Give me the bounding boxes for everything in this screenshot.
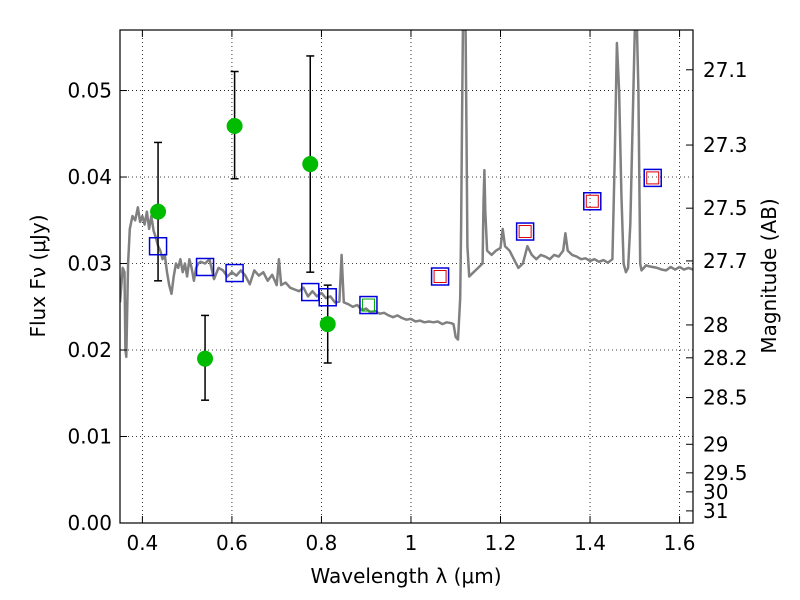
model-box bbox=[148, 236, 168, 256]
model-box bbox=[643, 168, 662, 188]
plot-background bbox=[120, 30, 693, 523]
y-axis-ticks: 0.00 0.01 0.02 0.03 0.04 0.05 bbox=[67, 79, 127, 535]
plot-frame bbox=[119, 29, 694, 524]
x-tick-label: 0.8 bbox=[306, 531, 338, 555]
x-tick-label: 0.4 bbox=[126, 531, 158, 555]
model-boxes bbox=[148, 168, 662, 315]
observed-point bbox=[197, 350, 214, 367]
y-tick-label: 0.05 bbox=[67, 79, 112, 103]
magnitude-tick-label: 27.1 bbox=[703, 58, 748, 82]
y-tick-label: 0.03 bbox=[67, 252, 112, 276]
model-box bbox=[430, 267, 450, 286]
model-inner-box bbox=[585, 194, 599, 208]
observed-points bbox=[150, 118, 336, 367]
model-inner-box bbox=[646, 171, 660, 185]
observed-point bbox=[302, 156, 319, 173]
x-tick-label: 1.4 bbox=[574, 531, 606, 555]
model-spectrum bbox=[120, 30, 693, 359]
observed-point bbox=[150, 203, 167, 220]
model-box bbox=[318, 288, 337, 307]
magnitude-tick-label: 28 bbox=[703, 313, 728, 337]
observed-point bbox=[226, 118, 243, 135]
x-axis-ticks: 0.4 0.6 0.8 1 1.2 1.4 1.6 bbox=[126, 30, 695, 555]
y-tick-label: 0.02 bbox=[67, 338, 112, 362]
magnitude-tick-label: 28.2 bbox=[703, 346, 748, 370]
magnitude-tick-label: 27.7 bbox=[703, 249, 748, 273]
x-axis-label: Wavelength λ (μm) bbox=[310, 564, 501, 588]
magnitude-tick-label: 29 bbox=[703, 432, 728, 456]
model-box bbox=[225, 263, 244, 283]
magnitude-tick-label: 29.5 bbox=[703, 461, 748, 485]
model-inner-box bbox=[361, 298, 375, 312]
model-inner-box bbox=[518, 225, 532, 239]
model-box bbox=[195, 257, 215, 277]
x-tick-label: 0.6 bbox=[216, 531, 248, 555]
y-tick-label: 0.04 bbox=[67, 165, 112, 189]
x-tick-label: 1.6 bbox=[664, 531, 696, 555]
model-inner-box bbox=[433, 270, 447, 283]
model-box bbox=[359, 295, 378, 315]
model-box bbox=[583, 192, 602, 211]
magnitude-tick-label: 27.3 bbox=[703, 133, 748, 157]
magnitude-tick-label: 31 bbox=[703, 499, 728, 523]
y-tick-label: 0.01 bbox=[67, 425, 112, 449]
x-tick-label: 1 bbox=[405, 531, 418, 555]
model-box bbox=[515, 222, 535, 241]
magnitude-tick-label: 27.5 bbox=[703, 196, 748, 220]
observed-point bbox=[319, 316, 336, 333]
y2-axis-label: Magnitude (AB) bbox=[757, 198, 781, 353]
magnitude-tick-label: 30 bbox=[703, 480, 728, 504]
x-tick-label: 1.2 bbox=[485, 531, 517, 555]
spectrum-line bbox=[120, 30, 693, 359]
y-tick-label: 0.00 bbox=[67, 511, 112, 535]
magnitude-tick-label: 28.5 bbox=[703, 386, 748, 410]
y-axis-label: Flux Fν (μJy) bbox=[26, 214, 50, 337]
